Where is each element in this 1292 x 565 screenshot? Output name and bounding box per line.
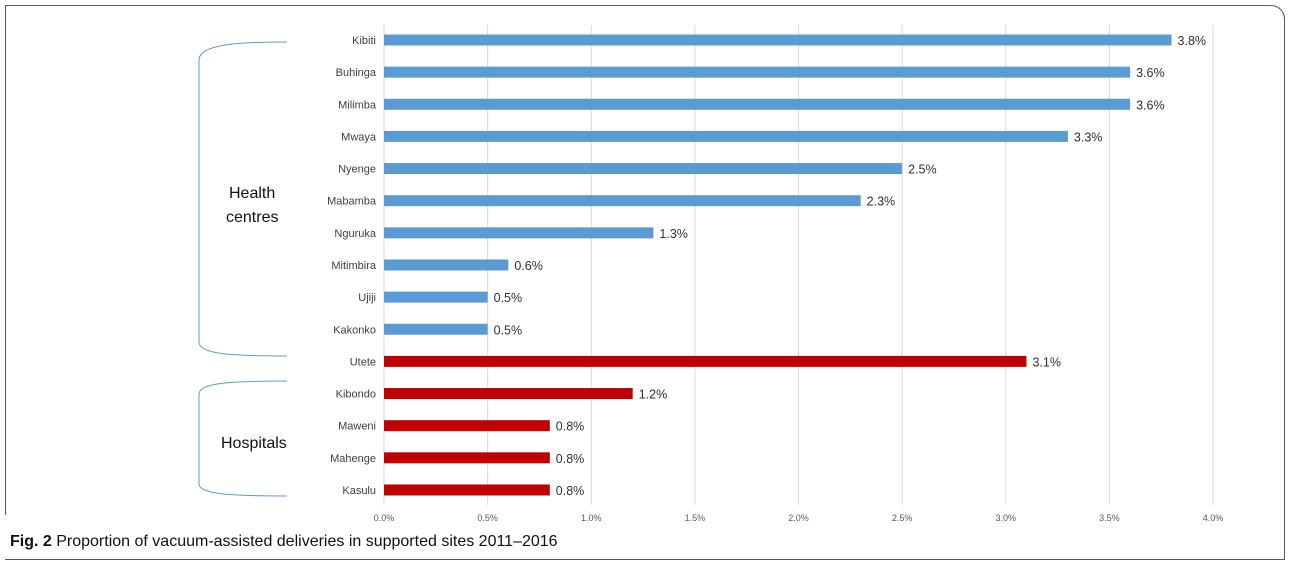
value-label: 1.3% xyxy=(659,227,688,241)
figure-caption: Fig. 2 Proportion of vacuum-assisted del… xyxy=(10,533,1210,551)
bar-mabamba xyxy=(384,195,861,207)
value-label: 0.5% xyxy=(494,323,523,337)
category-label: Mabamba xyxy=(327,196,377,208)
category-label: Mitimbira xyxy=(331,260,376,272)
caption-label: Fig. 2 xyxy=(10,533,52,550)
category-label: Nyenge xyxy=(338,164,376,176)
value-label: 3.8% xyxy=(1178,34,1207,48)
x-tick-label: 2.5% xyxy=(892,513,913,523)
category-label: Kibondo xyxy=(336,389,376,401)
value-label: 2.3% xyxy=(867,195,896,209)
category-label: Nguruka xyxy=(334,228,376,240)
category-label: Maweni xyxy=(338,421,376,433)
x-tick-label: 1.0% xyxy=(581,513,602,523)
value-label: 0.5% xyxy=(494,291,523,305)
bar-mwaya xyxy=(384,130,1068,142)
category-label: Kakonko xyxy=(333,324,376,336)
category-label: Kibiti xyxy=(352,35,376,47)
category-label: Kasulu xyxy=(342,485,376,497)
category-label: Buhinga xyxy=(336,67,377,79)
category-labels: Kibiti Buhinga Milimba Mwaya Nyenge Mabamba Ng… xyxy=(327,35,377,497)
bar-kibondo xyxy=(384,388,633,400)
value-label: 3.3% xyxy=(1074,130,1103,144)
bar-utete xyxy=(384,355,1027,367)
group-brackets: Health centres Hospitals xyxy=(198,41,288,497)
bar-milimba xyxy=(384,98,1131,110)
category-label: Ujiji xyxy=(358,292,376,304)
bar-buhinga xyxy=(384,66,1131,78)
value-label: 0.8% xyxy=(556,484,585,498)
category-label: Milimba xyxy=(338,99,377,111)
health-centres-bracket xyxy=(198,41,288,357)
bar-mahenge xyxy=(384,452,550,464)
bar-ujiji xyxy=(384,291,488,303)
bar-maweni xyxy=(384,420,550,432)
caption-text: Proportion of vacuum-assisted deliveries… xyxy=(56,533,558,550)
hospitals-bracket xyxy=(198,380,288,497)
bar-nyenge xyxy=(384,163,903,175)
x-tick-label: 3.0% xyxy=(995,513,1016,523)
health-centres-label-line-1: Health xyxy=(229,185,275,202)
x-tick-label: 0.5% xyxy=(477,513,498,523)
x-tick-label: 0.0% xyxy=(374,513,395,523)
figure-border-left xyxy=(5,5,6,515)
value-label: 0.8% xyxy=(556,420,585,434)
value-label: 0.8% xyxy=(556,452,585,466)
figure-border xyxy=(5,5,1285,560)
bar-mitimbira xyxy=(384,259,509,271)
x-tick-label: 2.0% xyxy=(788,513,809,523)
x-tick-label: 4.0% xyxy=(1203,513,1224,523)
bar-chart: Kibiti Buhinga Milimba Mwaya Nyenge Mabamba Ng… xyxy=(198,25,1224,523)
value-label: 3.1% xyxy=(1032,355,1061,369)
category-label: Mahenge xyxy=(330,453,376,465)
hospitals-label: Hospitals xyxy=(221,435,287,452)
x-tick-label: 3.5% xyxy=(1099,513,1120,523)
value-label: 3.6% xyxy=(1136,98,1165,112)
value-label: 2.5% xyxy=(908,163,937,177)
category-label: Utete xyxy=(350,356,376,368)
category-label: Mwaya xyxy=(341,131,377,143)
value-label: 3.6% xyxy=(1136,66,1165,80)
bars xyxy=(384,34,1172,496)
bar-kibiti xyxy=(384,34,1172,46)
health-centres-label-line-2: centres xyxy=(226,209,278,226)
value-labels: 3.8% 3.6% 3.6% 3.3% 2.5% 2.3% 1.3% 0.6% 0.5% 0.5%… xyxy=(494,34,1206,498)
x-tick-labels: 0.0% 0.5% 1.0% 1.5% 2.0% 2.5% 3.0% 3.5% 4.0% xyxy=(374,513,1224,523)
bar-nguruka xyxy=(384,227,654,239)
value-label: 0.6% xyxy=(514,259,543,273)
bar-kakonko xyxy=(384,323,488,335)
bar-kasulu xyxy=(384,484,550,496)
x-tick-label: 1.5% xyxy=(685,513,706,523)
value-label: 1.2% xyxy=(639,388,668,402)
